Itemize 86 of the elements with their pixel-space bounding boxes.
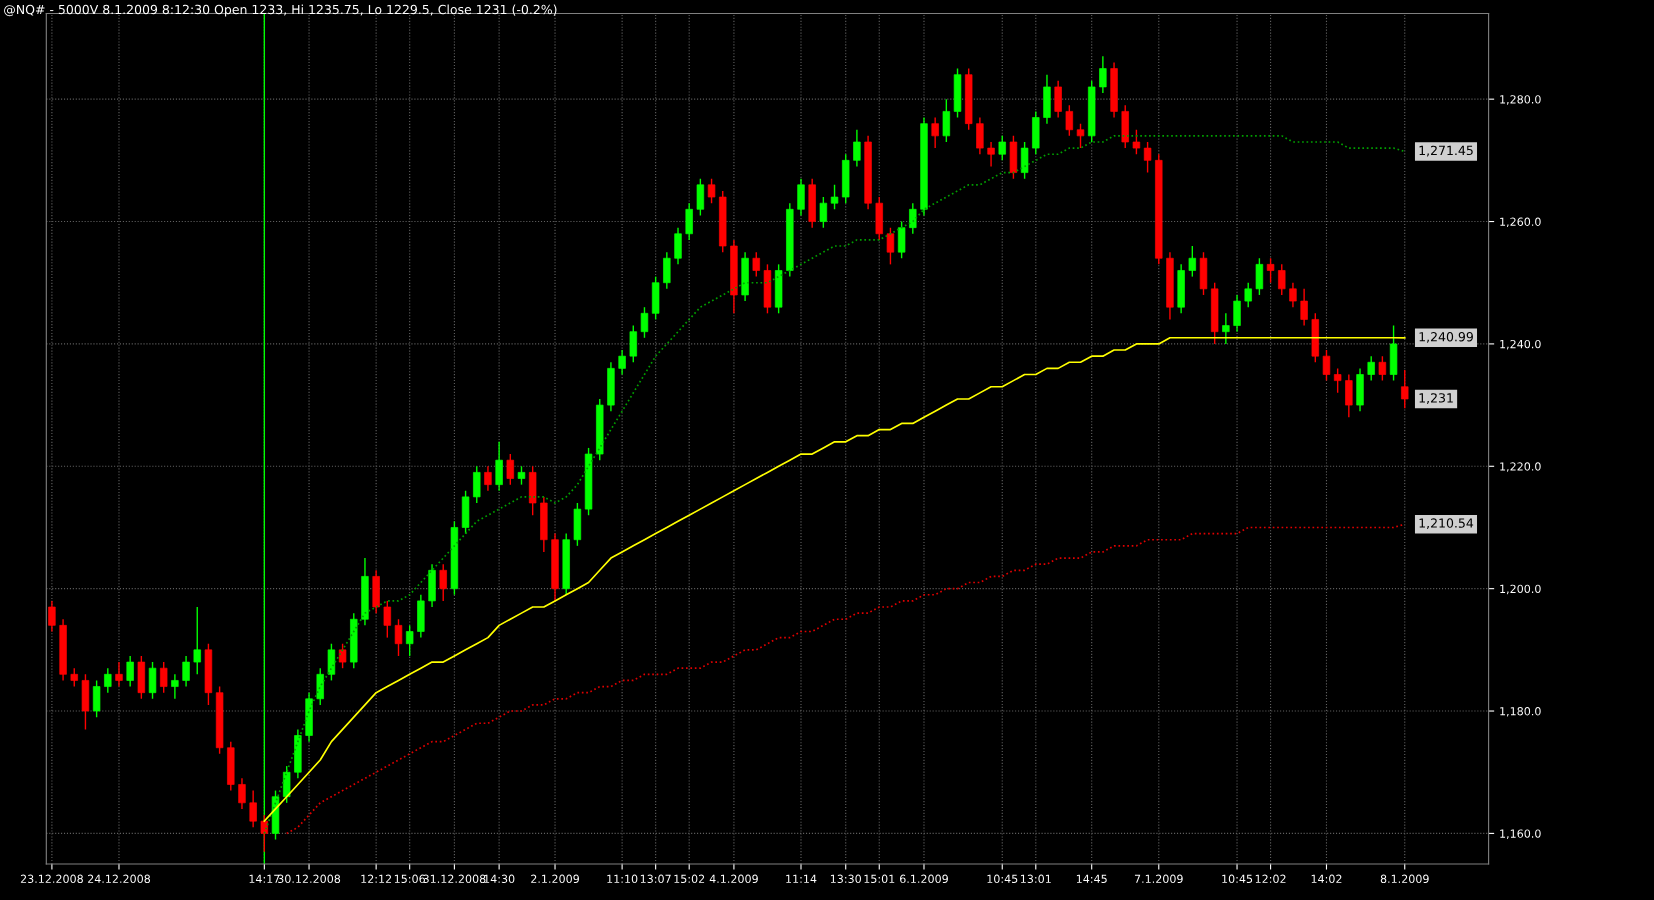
candlestick <box>618 349 626 376</box>
candlestick <box>338 643 347 669</box>
y-tick-label: 1,180.0 <box>1500 707 1541 717</box>
x-tick-label: 4.1.2009 <box>709 874 758 884</box>
candlestick <box>260 814 269 853</box>
annotation: 1,210.54 <box>1419 518 1474 530</box>
candlestick <box>1266 257 1275 284</box>
x-tick-label: 12:12 <box>361 874 392 883</box>
candlestick <box>115 661 123 688</box>
annotation: 1,240.99 <box>1419 332 1473 343</box>
candlestick <box>1401 369 1409 409</box>
x-tick-label: 31.12.2008 <box>423 874 486 884</box>
x-tick-label: 2.1.2009 <box>531 874 579 884</box>
candlestick <box>909 202 917 235</box>
candlestick <box>238 777 246 810</box>
x-tick-label: 11:14 <box>786 874 817 883</box>
x-tick-label: 13:07 <box>640 874 671 884</box>
x-tick-label: 10:45 <box>987 874 1018 884</box>
y-tick-label: 1,220.0 <box>1500 462 1541 472</box>
candlestick <box>484 465 492 492</box>
candlestick <box>48 600 56 633</box>
candlestick <box>249 789 257 828</box>
candlestick <box>640 306 649 339</box>
chart-title: @NQ# - 5000V 8.1.2009 8:12:30 Open 1233, Hi 1235.75, Lo 1229.5, Close 1231 (-0.2%) <box>4 4 557 17</box>
candlestick <box>1289 282 1297 308</box>
candlestick <box>104 667 112 694</box>
candlestick <box>931 116 939 149</box>
candlestick <box>1378 355 1387 382</box>
x-tick-label: 15:01 <box>864 874 895 884</box>
x-tick-label: 7.1.2009 <box>1134 874 1183 884</box>
x-tick-label: 14:17 <box>249 874 280 883</box>
candlestick <box>998 135 1006 162</box>
candlestick <box>1132 129 1141 155</box>
x-tick-label: 14:45 <box>1076 874 1107 884</box>
candlestick <box>193 606 201 676</box>
candlestick <box>819 196 828 229</box>
candlestick <box>1143 141 1152 174</box>
y-tick-label: 1,240.0 <box>1500 339 1541 350</box>
candlestick <box>1300 288 1308 327</box>
x-tick-label: 13:01 <box>1021 874 1051 884</box>
x-tick-label: 12:02 <box>1255 874 1286 884</box>
annotation: 1,271.45 <box>1419 145 1473 157</box>
y-tick-label: 1,260.0 <box>1500 217 1541 228</box>
candlestick <box>1099 55 1107 94</box>
x-tick-label: 15:06 <box>394 874 425 884</box>
candlestick <box>1367 355 1375 382</box>
candlestick <box>886 226 895 266</box>
x-tick-label: 23.12.2008 <box>20 874 83 884</box>
candlestick <box>752 251 760 278</box>
x-tick-label: 11:10 <box>607 874 638 884</box>
candlestick <box>987 141 995 168</box>
candlestick <box>506 453 515 486</box>
candlestick <box>182 655 190 688</box>
candlestick <box>853 129 861 168</box>
candlestick <box>383 600 392 639</box>
candlestick <box>517 465 526 486</box>
x-tick-label: 6.1.2009 <box>900 874 948 884</box>
x-tick-label: 30.12.2008 <box>278 874 341 884</box>
candlestick <box>1076 122 1085 149</box>
candlestick <box>1278 263 1286 296</box>
candlestick <box>1333 367 1342 394</box>
candlestick <box>160 661 168 694</box>
candlestick <box>1065 104 1074 137</box>
candlestick <box>405 624 414 657</box>
x-tick-label: 14:02 <box>1311 874 1342 884</box>
candlestick <box>70 667 78 688</box>
y-tick-label: 1,160.0 <box>1500 829 1541 839</box>
x-tick-label: 10:45 <box>1222 874 1253 884</box>
candlestick <box>1244 282 1252 308</box>
candlestick <box>171 673 179 700</box>
x-tick-label: 15:02 <box>674 874 705 884</box>
candlestick <box>439 563 447 602</box>
y-tick-label: 1,280.0 <box>1500 95 1541 105</box>
candlestick <box>1322 349 1331 382</box>
x-tick-label: 13:30 <box>830 874 861 884</box>
annotation: 1,231 <box>1419 393 1453 404</box>
candlestick <box>830 184 839 210</box>
candlestick <box>126 655 134 688</box>
y-tick-label: 1,200.0 <box>1500 584 1541 595</box>
candlestick <box>1188 245 1197 278</box>
candlestick <box>1222 312 1230 345</box>
candlestick <box>707 178 716 204</box>
x-tick-label: 24.12.2008 <box>87 874 151 884</box>
candlestick <box>394 618 403 657</box>
x-tick-label: 14:30 <box>484 874 515 884</box>
x-tick-label: 8.1.2009 <box>1380 874 1429 884</box>
